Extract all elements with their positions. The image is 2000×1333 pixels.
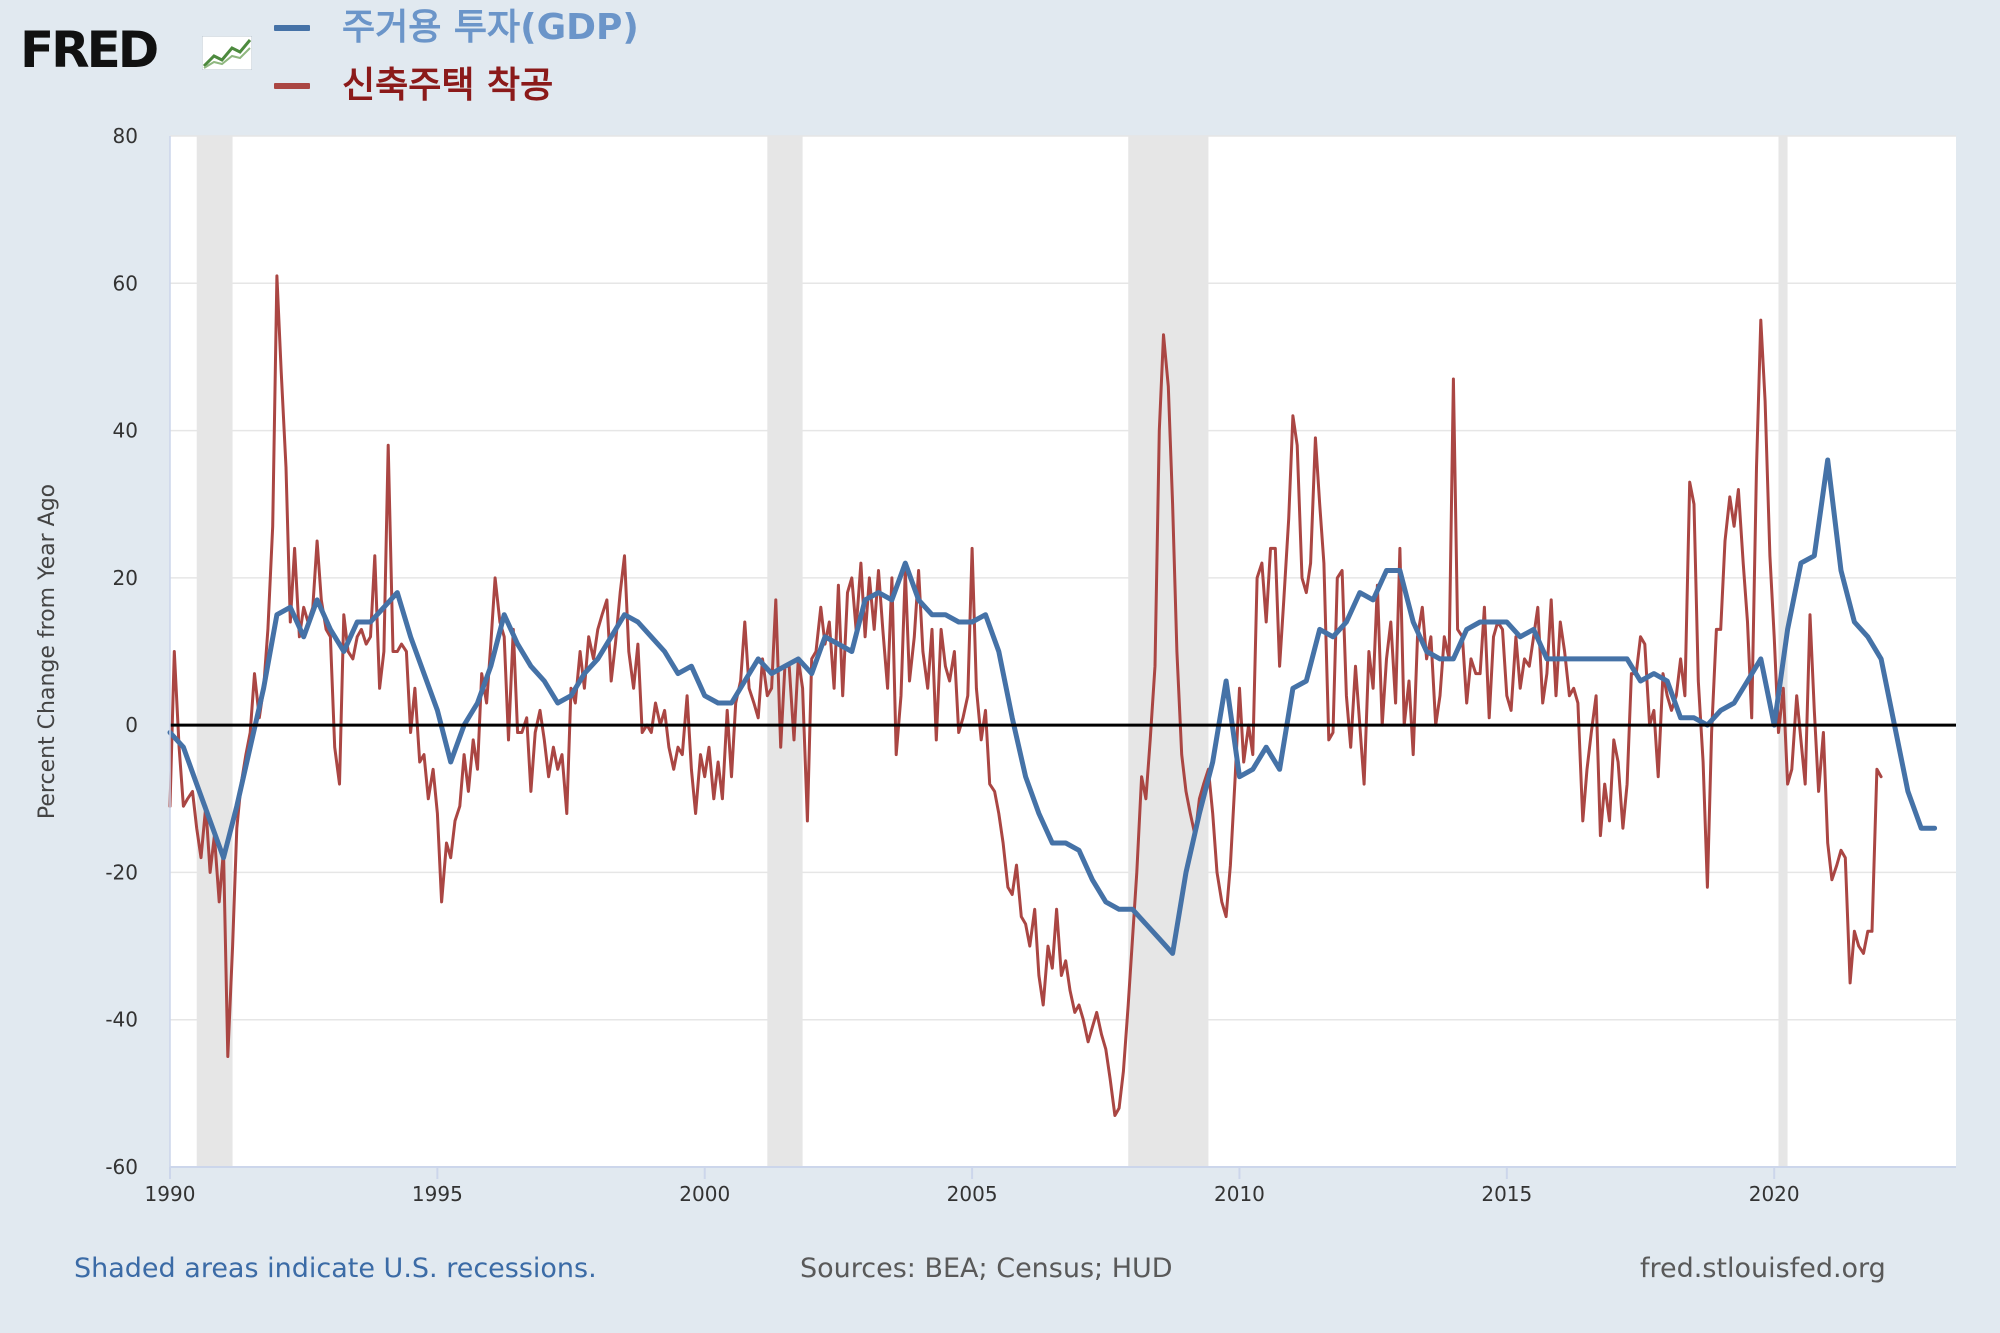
site-link[interactable]: fred.stlouisfed.org — [1640, 1253, 1886, 1284]
recession-band — [1128, 136, 1209, 1167]
sources-text: Sources: BEA; Census; HUD — [800, 1253, 1173, 1284]
legend-label-residential-investment: 주거용 투자(GDP) — [342, 7, 639, 48]
y-tick-label: 20 — [113, 566, 138, 590]
y-tick-label: 40 — [113, 419, 138, 443]
x-tick-label: 2010 — [1214, 1182, 1265, 1206]
y-axis-label: Percent Change from Year Ago — [35, 484, 60, 819]
x-tick-label: 2005 — [947, 1182, 998, 1206]
fred-logo-text: FRED — [20, 21, 159, 79]
x-tick-label: 2020 — [1749, 1182, 1800, 1206]
y-tick-label: -20 — [105, 860, 138, 884]
y-tick-label: 0 — [125, 713, 138, 737]
plot-background — [170, 136, 1956, 1167]
x-tick-label: 2015 — [1481, 1182, 1532, 1206]
y-tick-label: 60 — [113, 271, 138, 295]
legend-item-residential-investment[interactable]: 주거용 투자(GDP) — [274, 6, 639, 50]
legend-swatch-residential-investment — [274, 25, 310, 31]
x-tick-label: 2000 — [679, 1182, 730, 1206]
line-chart-icon — [202, 36, 252, 70]
legend-item-housing-starts[interactable]: 신축주택 착공 — [274, 64, 553, 108]
x-tick-label: 1990 — [145, 1182, 196, 1206]
series-layer — [167, 274, 1956, 1117]
x-tick-label: 1995 — [412, 1182, 463, 1206]
gridlines-layer — [170, 135, 1956, 1021]
y-tick-label: -60 — [105, 1155, 138, 1179]
fred-logo[interactable]: FRED — [20, 22, 260, 78]
series-line-housing-starts — [168, 274, 1883, 1117]
legend-swatch-housing-starts — [274, 83, 310, 89]
legend-label-housing-starts: 신축주택 착공 — [342, 65, 554, 106]
y-tick-label: -40 — [105, 1008, 138, 1032]
y-tick-label: 80 — [113, 124, 138, 148]
recession-note: Shaded areas indicate U.S. recessions. — [74, 1253, 597, 1284]
axis-layer: -60 -40 -20 0 20 40 60 80 1990 1995 2000 2005 2010 20… — [35, 124, 1956, 1206]
